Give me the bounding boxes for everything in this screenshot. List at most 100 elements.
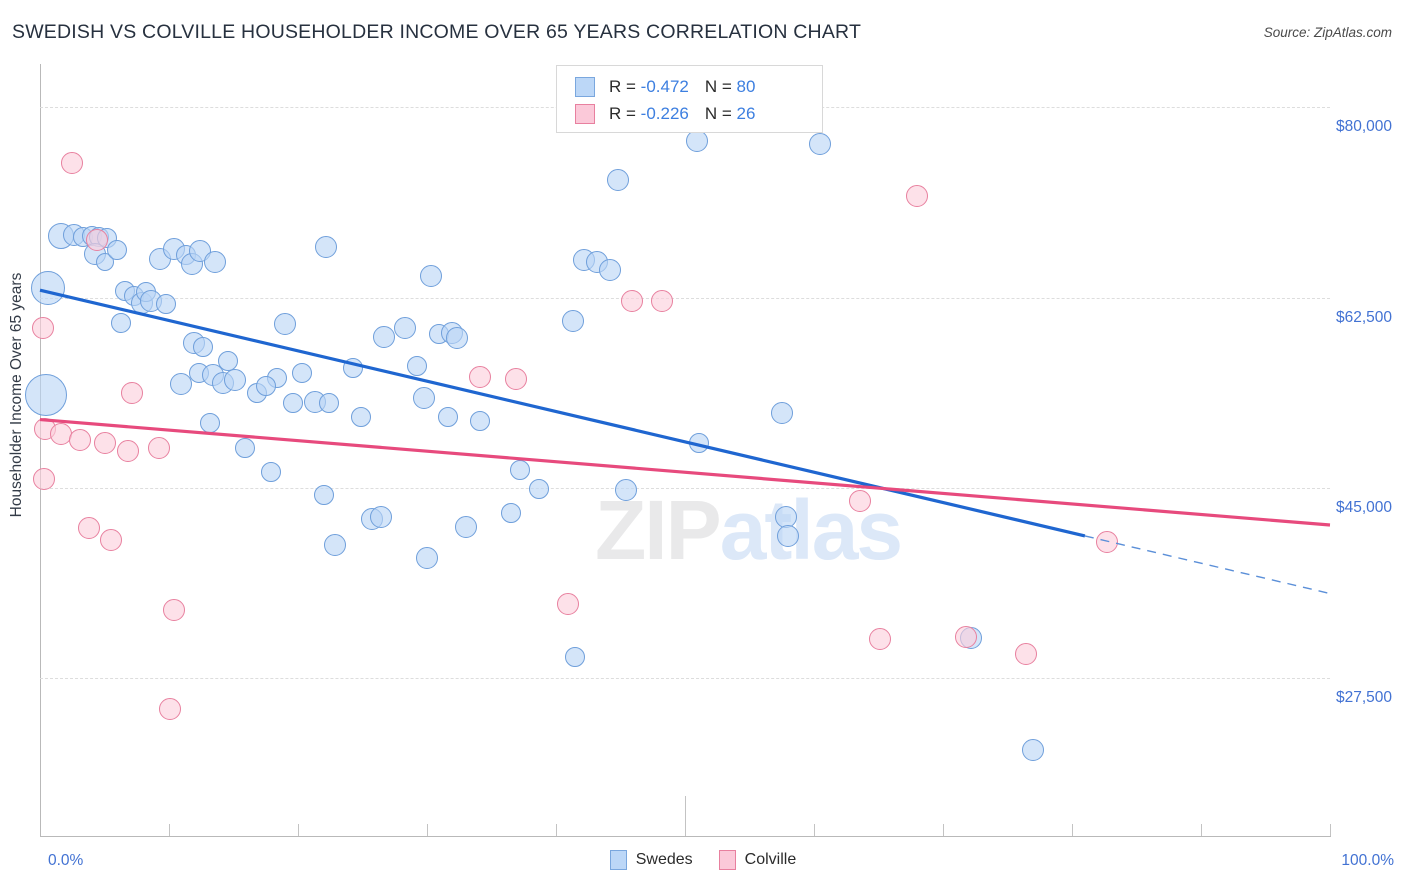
data-point-swedes[interactable] (235, 437, 256, 458)
data-point-swedes[interactable] (561, 309, 584, 332)
series-legend: Swedes Colville (0, 850, 1406, 870)
data-point-swedes[interactable] (218, 350, 239, 371)
data-point-swedes[interactable] (1022, 739, 1045, 762)
data-point-swedes[interactable] (413, 386, 436, 409)
data-point-swedes[interactable] (343, 358, 364, 379)
data-point-swedes[interactable] (255, 375, 276, 396)
data-point-swedes[interactable] (689, 433, 710, 454)
data-point-colville[interactable] (147, 436, 170, 459)
x-axis-tick (1072, 824, 1073, 836)
data-point-swedes[interactable] (373, 325, 396, 348)
data-point-swedes[interactable] (324, 533, 347, 556)
legend-label-colville: Colville (744, 851, 797, 868)
source-label: Source: ZipAtlas.com (1263, 25, 1392, 40)
data-point-swedes[interactable] (204, 250, 227, 273)
data-point-swedes[interactable] (223, 369, 246, 392)
data-point-swedes[interactable] (315, 235, 338, 258)
data-point-colville[interactable] (68, 429, 91, 452)
data-point-swedes[interactable] (394, 317, 417, 340)
data-point-swedes[interactable] (770, 402, 793, 425)
data-point-colville[interactable] (78, 517, 101, 540)
x-axis-tick (298, 824, 299, 836)
x-axis-tick (814, 824, 815, 836)
data-point-colville[interactable] (556, 593, 579, 616)
data-point-swedes[interactable] (406, 356, 427, 377)
data-point-colville[interactable] (32, 468, 55, 491)
data-point-colville[interactable] (159, 697, 182, 720)
correlation-row-swedes: R = -0.472 N = 80 (575, 74, 755, 100)
data-point-colville[interactable] (120, 382, 143, 405)
data-point-colville[interactable] (116, 440, 139, 463)
data-point-swedes[interactable] (282, 393, 303, 414)
data-point-swedes[interactable] (274, 312, 297, 335)
plot-area: ZIPatlas (25, 64, 1330, 836)
legend-item-colville[interactable]: Colville (718, 850, 797, 870)
data-point-swedes[interactable] (107, 239, 128, 260)
data-point-swedes[interactable] (777, 524, 800, 547)
data-point-colville[interactable] (1095, 531, 1118, 554)
data-point-swedes[interactable] (192, 336, 213, 357)
data-point-swedes[interactable] (445, 327, 468, 349)
data-point-swedes[interactable] (509, 459, 530, 480)
data-point-colville[interactable] (650, 290, 673, 313)
data-point-swedes[interactable] (500, 503, 521, 524)
data-point-swedes[interactable] (606, 169, 629, 192)
swatch-colville-icon (575, 104, 595, 124)
data-point-swedes[interactable] (685, 130, 708, 153)
data-point-swedes[interactable] (454, 516, 477, 539)
data-point-swedes[interactable] (111, 312, 132, 333)
data-point-swedes[interactable] (369, 506, 392, 529)
data-point-swedes[interactable] (200, 412, 221, 433)
data-point-swedes[interactable] (351, 407, 372, 428)
swatch-swedes-icon (575, 77, 595, 97)
data-point-colville[interactable] (93, 432, 116, 455)
data-point-colville[interactable] (849, 490, 872, 513)
data-point-colville[interactable] (163, 598, 186, 621)
data-point-colville[interactable] (99, 529, 122, 552)
data-point-swedes[interactable] (809, 133, 832, 156)
y-axis-tick-label: $45,000 (1335, 499, 1392, 517)
data-point-swedes[interactable] (260, 461, 281, 482)
data-point-colville[interactable] (468, 366, 491, 389)
gridline (40, 297, 1330, 299)
correlation-legend: R = -0.472 N = 80 R = -0.226 N = 26 (556, 65, 823, 133)
data-point-colville[interactable] (868, 628, 891, 651)
data-point-swedes[interactable] (156, 294, 177, 315)
data-point-swedes[interactable] (469, 410, 490, 431)
data-point-colville[interactable] (955, 626, 978, 649)
y-axis-tick-label: $80,000 (1335, 118, 1392, 136)
data-point-swedes[interactable] (291, 362, 312, 383)
gridline (40, 488, 1330, 490)
data-point-swedes[interactable] (565, 646, 586, 667)
y-axis-tick-label: $27,500 (1335, 689, 1392, 707)
x-axis-tick (943, 824, 944, 836)
data-point-swedes[interactable] (30, 270, 65, 305)
x-axis-tick (427, 824, 428, 836)
data-point-swedes[interactable] (95, 252, 114, 271)
data-point-swedes[interactable] (313, 484, 334, 505)
data-point-colville[interactable] (85, 229, 108, 252)
legend-item-swedes[interactable]: Swedes (609, 850, 693, 870)
y-axis-tick-label: $62,500 (1335, 308, 1392, 326)
data-point-colville[interactable] (31, 317, 54, 340)
legend-swatch-swedes-icon (609, 850, 627, 870)
data-point-swedes[interactable] (437, 407, 458, 428)
data-point-colville[interactable] (1014, 643, 1037, 666)
data-point-colville[interactable] (621, 290, 644, 313)
data-point-swedes[interactable] (419, 265, 442, 288)
data-point-swedes[interactable] (25, 373, 68, 416)
x-axis-tick (556, 824, 557, 836)
correlation-row-colville: R = -0.226 N = 26 (575, 101, 755, 127)
data-point-swedes[interactable] (529, 479, 550, 500)
data-point-colville[interactable] (505, 368, 527, 391)
data-point-colville[interactable] (61, 151, 84, 174)
data-point-colville[interactable] (906, 184, 929, 207)
data-point-swedes[interactable] (614, 479, 637, 502)
gridline (40, 678, 1330, 680)
data-point-swedes[interactable] (318, 393, 339, 414)
data-point-swedes[interactable] (599, 258, 622, 281)
data-point-swedes[interactable] (169, 372, 192, 395)
data-point-swedes[interactable] (416, 546, 438, 569)
x-axis-tick (1201, 824, 1202, 836)
